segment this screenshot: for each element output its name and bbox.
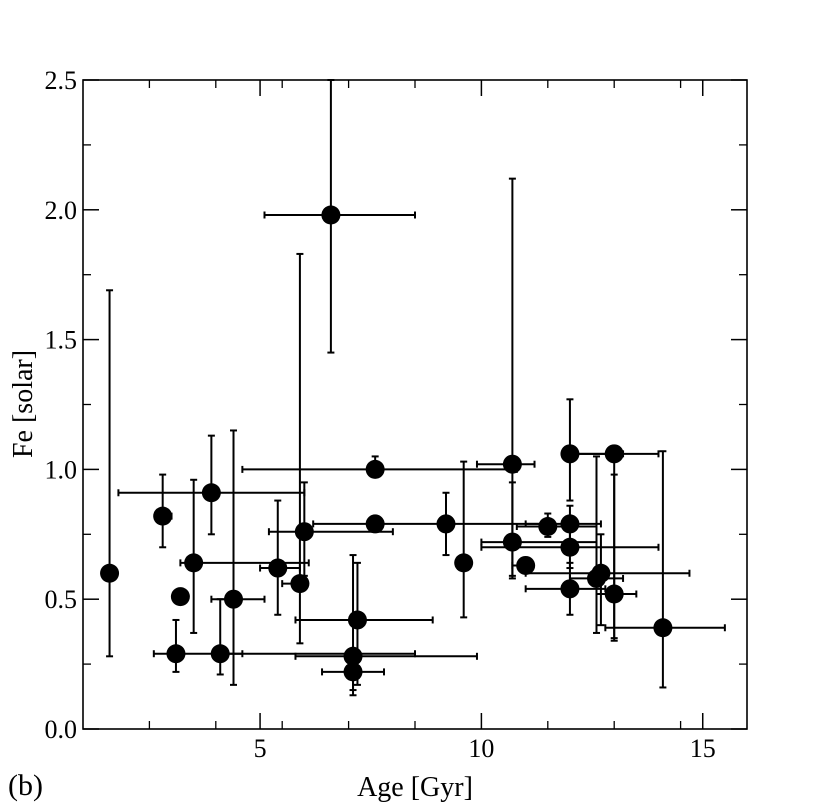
x-axis-title: Age [Gyr] xyxy=(357,772,473,803)
data-point xyxy=(604,450,726,689)
y-tick-label: 2.0 xyxy=(45,196,78,225)
data-marker xyxy=(365,514,385,534)
data-point xyxy=(100,289,120,658)
data-marker xyxy=(321,205,341,225)
data-marker xyxy=(224,589,244,609)
data-point xyxy=(454,460,474,619)
data-point xyxy=(595,473,638,642)
data-marker xyxy=(454,553,474,573)
data-point xyxy=(524,504,602,544)
data-marker xyxy=(290,574,310,594)
data-marker xyxy=(166,644,186,664)
x-tick-labels: 5 10 15 xyxy=(254,734,716,763)
data-point xyxy=(170,587,190,607)
data-point xyxy=(153,473,173,549)
data-points xyxy=(100,79,726,697)
data-point xyxy=(259,499,301,616)
data-marker xyxy=(436,514,456,534)
data-point xyxy=(152,618,244,673)
data-point xyxy=(321,660,386,697)
x-tick-label: 10 xyxy=(468,734,494,763)
y-tick-label: 0.0 xyxy=(45,715,78,744)
data-marker xyxy=(604,584,624,604)
y-tick-label: 1.0 xyxy=(45,455,78,484)
data-marker xyxy=(653,618,673,638)
data-marker xyxy=(502,454,522,474)
data-marker xyxy=(201,483,221,503)
data-marker xyxy=(184,553,204,573)
data-marker xyxy=(560,579,580,599)
x-tick-label: 15 xyxy=(690,734,716,763)
data-marker xyxy=(365,459,385,479)
data-point xyxy=(480,517,660,570)
data-marker xyxy=(343,662,363,682)
data-point xyxy=(511,555,536,575)
data-marker xyxy=(516,555,536,575)
data-point xyxy=(524,561,607,616)
data-point xyxy=(294,561,434,686)
data-point xyxy=(179,478,310,634)
data-marker xyxy=(294,522,314,542)
data-marker xyxy=(100,563,120,583)
panel-label: (b) xyxy=(8,769,43,802)
y-tick-labels: 0.0 0.5 1.0 1.5 2.0 2.5 xyxy=(45,66,78,744)
axis-ticks xyxy=(83,79,747,730)
data-point xyxy=(515,512,598,538)
data-marker xyxy=(591,563,611,583)
y-tick-label: 2.5 xyxy=(45,66,78,95)
data-marker xyxy=(538,517,558,537)
data-marker xyxy=(268,558,288,578)
data-marker xyxy=(153,506,173,526)
y-axis-title: Fe [solar] xyxy=(8,350,39,458)
data-point xyxy=(117,434,306,536)
data-point xyxy=(436,491,456,557)
data-marker xyxy=(560,537,580,557)
data-point xyxy=(263,79,416,354)
data-point xyxy=(210,598,416,676)
data-point xyxy=(281,252,310,645)
data-marker xyxy=(210,644,230,664)
data-marker xyxy=(343,646,363,666)
data-marker xyxy=(347,610,367,630)
x-tick-label: 5 xyxy=(254,734,267,763)
data-point xyxy=(475,177,536,580)
data-marker xyxy=(170,587,190,607)
data-marker xyxy=(604,444,624,464)
data-marker xyxy=(502,532,522,552)
y-tick-label: 1.5 xyxy=(45,326,78,355)
plot-frame xyxy=(82,79,748,730)
y-tick-label: 0.5 xyxy=(45,585,78,614)
data-point xyxy=(241,455,518,479)
data-point xyxy=(210,429,266,686)
